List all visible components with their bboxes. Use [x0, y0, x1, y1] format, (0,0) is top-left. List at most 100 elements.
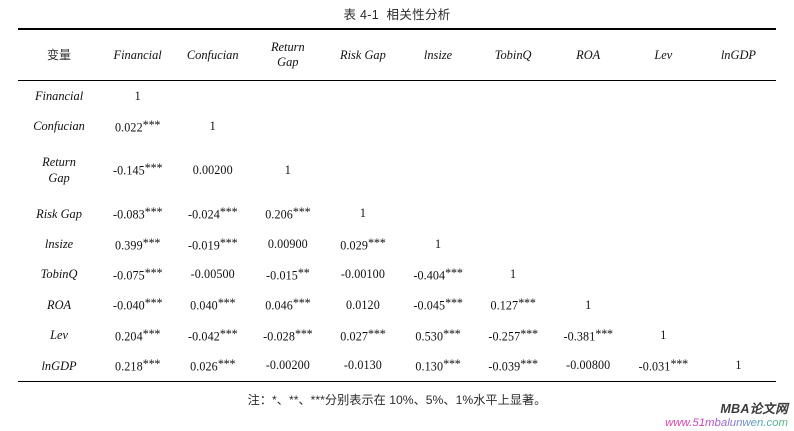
cell-correlation: -0.381***: [563, 326, 614, 344]
cell-empty: [626, 111, 701, 141]
cell-correlation: -0.00200: [265, 358, 310, 373]
column-header-return-gap-label: Return Gap: [270, 40, 305, 69]
significance-stars: ***: [219, 205, 238, 220]
significance-stars: ***: [368, 235, 386, 250]
cell-empty: [551, 142, 626, 199]
column-header-lev-label: Lev: [654, 47, 673, 62]
page-title: 表 4-1 相关性分析: [343, 8, 451, 22]
cell-correlation: 1: [284, 162, 291, 177]
cell-correlation: -0.040***: [112, 296, 163, 313]
cell-correlation: -0.0130: [343, 358, 382, 373]
cell-empty: [701, 199, 776, 229]
cell-correlation: 0.399***: [115, 235, 161, 253]
correlation-table-container: 变量 Financial Confucian Return Gap Risk G…: [18, 28, 776, 383]
cell-empty: [476, 229, 551, 259]
column-header-lev: Lev: [626, 30, 701, 80]
significance-stars: ***: [219, 235, 238, 250]
column-header-financial-label: Financial: [113, 47, 162, 62]
significance-stars: ***: [144, 265, 163, 280]
row-label: TobinQ: [40, 267, 78, 282]
cell-empty: [476, 199, 551, 229]
cell-empty: [325, 81, 400, 111]
table-body: Financial 1 Confucian 0.022*** 1 Return Gap -0…: [18, 81, 776, 381]
cell-empty: [551, 199, 626, 229]
row-label: Risk Gap: [36, 206, 82, 221]
significance-stars: ***: [445, 296, 463, 311]
table-row: Confucian 0.022*** 1: [18, 111, 776, 141]
significance-stars: ***: [292, 296, 311, 311]
column-header-confucian: Confucian: [175, 30, 250, 80]
cell-empty: [626, 142, 701, 199]
cell-empty: [400, 111, 475, 141]
row-label: Lev: [50, 328, 68, 343]
cell-empty: [476, 142, 551, 199]
cell-empty: [400, 142, 475, 199]
table-row: Risk Gap -0.083*** -0.024*** 0.206*** 1: [18, 199, 776, 229]
cell-empty: [551, 229, 626, 259]
cell-correlation: 1: [585, 297, 592, 312]
cell-correlation: -0.404***: [413, 265, 463, 283]
column-header-risk-gap: Risk Gap: [325, 30, 400, 80]
cell-correlation: 0.204***: [115, 326, 161, 344]
cell-correlation: 0.027***: [340, 326, 386, 344]
significance-stars: ***: [670, 357, 688, 372]
cell-correlation: -0.019***: [188, 235, 238, 253]
significance-stars: ***: [217, 296, 236, 311]
cell-empty: [701, 81, 776, 111]
column-header-variable: 变量: [47, 47, 72, 62]
table-header: 变量 Financial Confucian Return Gap Risk G…: [18, 30, 776, 80]
significance-stars: ***: [144, 296, 163, 311]
cell-empty: [175, 81, 250, 111]
cell-correlation: -0.028***: [263, 326, 313, 344]
significance-stars: ***: [443, 357, 461, 372]
correlation-matrix-body-table: Financial 1 Confucian 0.022*** 1 Return Gap -0…: [18, 81, 776, 381]
cell-empty: [551, 81, 626, 111]
cell-correlation: -0.031***: [638, 357, 689, 374]
row-label: Financial: [34, 88, 84, 103]
cell-empty: [701, 260, 776, 290]
cell-correlation: 1: [359, 206, 366, 221]
significance-stars: ***: [144, 161, 163, 176]
column-header-roa-label: ROA: [576, 47, 601, 62]
cell-correlation: 0.0120: [345, 297, 380, 312]
column-header-tobinq: TobinQ: [476, 30, 551, 80]
table-row: Financial 1: [18, 81, 776, 111]
significance-stars: ***: [144, 205, 163, 220]
cell-empty: [701, 290, 776, 320]
cell-correlation: 1: [735, 358, 742, 373]
column-header-confucian-label: Confucian: [186, 47, 239, 62]
cell-empty: [626, 290, 701, 320]
column-header-return-gap: Return Gap: [250, 30, 325, 80]
cell-correlation: 1: [434, 236, 442, 251]
column-header-lnsize-label: lnsize: [423, 47, 453, 62]
row-label: lnsize: [44, 237, 74, 251]
cell-empty: [400, 199, 475, 229]
significance-stars: ***: [142, 117, 161, 132]
cell-empty: [626, 260, 701, 290]
cell-empty: [626, 81, 701, 111]
cell-correlation: -0.083***: [112, 205, 163, 222]
column-header-tobinq-label: TobinQ: [494, 47, 532, 62]
cell-correlation: -0.00800: [566, 358, 611, 373]
column-header-lngdp: lnGDP: [701, 30, 776, 80]
cell-correlation: 0.040***: [190, 296, 236, 313]
header-row: 变量 Financial Confucian Return Gap Risk G…: [18, 30, 776, 80]
table-row: Lev 0.204*** -0.042*** -0.028*** 0.027*** 0.5…: [18, 320, 776, 350]
watermark: MBA论文网 www.51mbalunwen.com: [665, 402, 788, 429]
cell-empty: [701, 111, 776, 141]
cell-correlation: -0.015**: [266, 265, 310, 283]
significance-stars: ***: [595, 326, 613, 341]
table-row: lnsize 0.399*** -0.019*** 0.00900 0.029*** 1: [18, 229, 776, 259]
cell-empty: [250, 81, 325, 111]
watermark-brand: MBA论文网: [720, 402, 788, 417]
cell-empty: [626, 229, 701, 259]
table-row: lnGDP 0.218*** 0.026*** -0.00200 -0.0130 0.13…: [18, 351, 776, 381]
table-header-rule: [18, 80, 776, 81]
cell-empty: [476, 111, 551, 141]
cell-correlation: 0.218***: [115, 357, 161, 374]
watermark-url: www.51mbalunwen.com: [665, 416, 788, 429]
significance-stars: ***: [292, 205, 311, 220]
significance-stars: ***: [520, 326, 538, 341]
cell-correlation: 0.127***: [490, 296, 536, 313]
cell-correlation: -0.257***: [488, 326, 538, 344]
